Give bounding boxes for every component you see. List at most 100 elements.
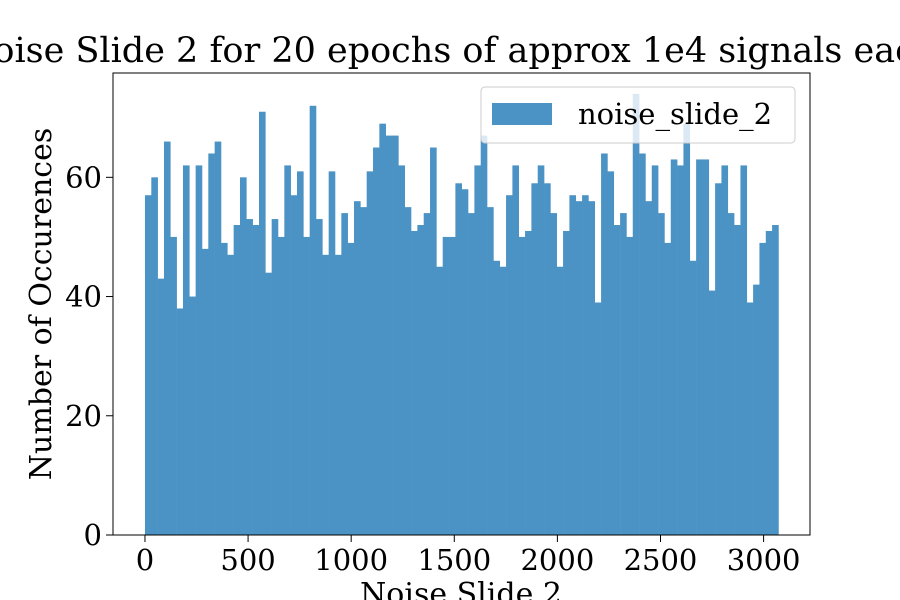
histogram-bar	[632, 93, 640, 536]
histogram-bar	[715, 183, 722, 535]
histogram-bar	[721, 165, 729, 535]
y-axis-ticks: 0 20 40 60	[65, 160, 113, 552]
histogram-bar	[144, 195, 152, 535]
histogram-bar	[734, 225, 741, 535]
histogram-bar	[239, 177, 247, 535]
histogram-bar	[588, 201, 596, 536]
histogram-bar	[575, 201, 583, 536]
histogram-bar	[201, 248, 209, 536]
histogram-bar	[708, 290, 716, 535]
histogram-bar	[645, 201, 653, 536]
histogram-bar	[208, 153, 215, 536]
histogram-bar	[651, 165, 659, 535]
histogram-bar	[569, 195, 577, 535]
histogram-bar	[189, 296, 196, 535]
histogram-bar	[233, 225, 241, 535]
histogram-bar	[620, 213, 627, 535]
histogram-bar	[689, 260, 697, 535]
histogram-bar	[297, 171, 304, 536]
histogram-bar	[163, 141, 171, 536]
histogram-bar	[461, 189, 469, 535]
bars-group	[144, 93, 779, 536]
histogram-bar	[404, 207, 412, 535]
histogram-bar	[449, 236, 456, 535]
histogram-bar	[309, 105, 317, 535]
histogram-bar	[487, 207, 494, 535]
histogram-bar	[214, 141, 222, 536]
y-tick-label: 0	[84, 518, 102, 552]
histogram-bar	[468, 213, 475, 535]
histogram-bar	[436, 266, 443, 535]
histogram-bar	[316, 219, 323, 536]
histogram-bar	[195, 165, 203, 535]
legend: noise_slide_2	[480, 86, 796, 144]
histogram-bar	[392, 135, 399, 535]
histogram-bar	[442, 236, 450, 535]
histogram-bar	[765, 230, 773, 535]
histogram-bar	[683, 123, 691, 536]
histogram-bar	[626, 236, 634, 535]
histogram-bar	[170, 236, 177, 535]
histogram-bar	[176, 308, 184, 535]
histogram-bar	[550, 213, 558, 535]
histogram-bar	[753, 284, 760, 535]
histogram-bar	[607, 171, 615, 536]
x-axis-label: Noise Slide 2	[360, 577, 562, 600]
histogram-bar	[220, 242, 228, 535]
histogram-bar	[740, 165, 748, 535]
histogram-bar	[544, 183, 551, 535]
histogram-bar	[594, 302, 602, 535]
histogram-bar	[417, 225, 424, 535]
histogram-bar	[265, 272, 272, 535]
histogram-bar	[480, 135, 488, 535]
legend-box	[480, 86, 796, 144]
x-tick-label: 3000	[727, 543, 801, 577]
histogram-bar	[702, 159, 710, 535]
histogram-bar	[252, 225, 260, 535]
histogram-bar	[366, 171, 374, 536]
histogram-bar	[759, 242, 767, 535]
x-tick-label: 2500	[624, 543, 698, 577]
histogram-bar	[455, 183, 462, 535]
histogram-bar	[493, 260, 501, 535]
histogram-bar	[563, 230, 570, 535]
histogram-bar	[360, 207, 367, 535]
y-tick-label: 60	[65, 160, 102, 194]
histogram-bar	[328, 171, 336, 536]
y-tick-label: 40	[65, 280, 102, 314]
histogram-bar	[499, 266, 507, 535]
histogram-bar	[271, 219, 279, 536]
x-tick-label: 500	[220, 543, 275, 577]
histogram-bar	[670, 159, 678, 535]
histogram-bar	[227, 254, 234, 535]
histogram-bar	[677, 165, 684, 535]
histogram-bar	[347, 242, 355, 535]
histogram-bar	[303, 236, 310, 535]
histogram-bar	[278, 236, 285, 535]
x-tick-label: 1000	[314, 543, 388, 577]
histogram-bar	[423, 213, 431, 535]
histogram-bar	[182, 165, 190, 535]
histogram-bar	[398, 165, 405, 535]
histogram-bar	[290, 195, 298, 535]
x-axis-ticks: 0 500 1000 1500 2000 2500 3000	[136, 535, 801, 577]
histogram-bar	[746, 302, 754, 535]
histogram-bar	[658, 213, 665, 535]
legend-swatch	[492, 103, 552, 125]
histogram-bar	[506, 195, 513, 535]
x-tick-label: 1500	[417, 543, 491, 577]
chart-title: Noise Slide 2 for 20 epochs of approx 1e…	[0, 31, 900, 71]
histogram-bar	[335, 254, 342, 535]
x-tick-label: 0	[136, 543, 154, 577]
histogram-bar	[696, 159, 703, 535]
histogram-bar	[157, 278, 165, 535]
histogram-bar	[639, 153, 646, 536]
histogram-bar	[531, 183, 539, 535]
histogram-bar	[373, 147, 380, 535]
histogram-bar	[512, 165, 520, 535]
y-tick-label: 20	[65, 399, 102, 433]
histogram-bar	[258, 111, 266, 535]
histogram-bar	[379, 123, 386, 536]
histogram-bar	[284, 165, 291, 535]
